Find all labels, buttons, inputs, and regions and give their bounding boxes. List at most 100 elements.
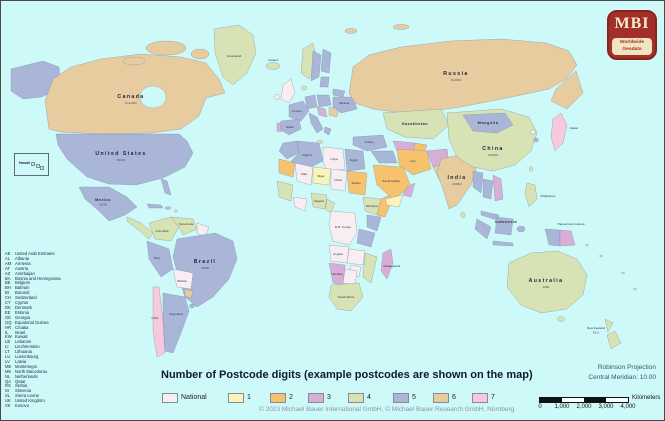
country-colombia	[148, 216, 180, 242]
legend-item-5: 5	[393, 389, 416, 403]
legend-label: 3	[327, 394, 331, 402]
scale-tick: 0	[538, 404, 542, 410]
country-label-sudan: Sudan	[352, 181, 361, 185]
postcode-example: 20001	[117, 158, 126, 162]
copyright-text: © 2023 Michael Bauer International GmbH,…	[259, 406, 515, 413]
country-label-philippines: Philippines	[541, 194, 556, 198]
country-label-mali: Mali	[301, 172, 307, 176]
country-kazakhstan	[382, 108, 450, 140]
legend-item-7: 7	[472, 389, 495, 403]
country-label-venezuela: Venezuela	[179, 222, 194, 226]
index-row: CY Cyprus	[5, 300, 29, 306]
legend-item-3: 3	[308, 389, 331, 403]
country-label-namibia: Namibia	[331, 272, 343, 276]
index-row: LB Lebanon	[5, 339, 32, 345]
country-label-new-zealand: New Zealand	[587, 326, 606, 330]
region-central-america	[126, 216, 154, 240]
mbi-logo-subtitle-2: Geodata	[622, 46, 642, 52]
index-row: HR Croatia	[5, 324, 29, 330]
postcode-example: 6011	[593, 331, 600, 335]
country-label-australia: Australia	[529, 278, 564, 284]
legend-item-national: National	[162, 389, 207, 403]
legend-swatch	[228, 392, 244, 403]
index-row: XK Kosovo	[5, 403, 29, 409]
legend-label: 5	[412, 394, 416, 402]
country-label-spain: Spain	[286, 125, 294, 129]
country-label-united-states: United States	[95, 151, 146, 157]
country-label-chad: Chad	[334, 178, 342, 182]
country-label-ethiopia: Ethiopia	[366, 204, 377, 208]
country-germany	[304, 94, 318, 110]
index-row: BH Bahrain	[5, 285, 30, 291]
legend-item-2: 2	[270, 389, 293, 403]
country-iceland	[265, 62, 281, 70]
legend-swatch	[393, 392, 409, 403]
country-mozambique	[362, 252, 378, 284]
country-label-papua-new-guinea: Papua New Guinea	[558, 222, 585, 226]
country-mexico	[78, 186, 138, 222]
country-label-japan: Japan	[570, 126, 579, 130]
postcode-example: 101000	[451, 78, 461, 82]
country-label-iran: Iran	[410, 159, 416, 163]
hawaii-inset: Hawaii	[14, 153, 49, 176]
index-row: CH Switzerland	[5, 295, 37, 301]
legend-label: 4	[367, 394, 371, 402]
legend-label: 7	[491, 394, 495, 402]
country-canada	[44, 53, 226, 135]
country-new-zealand	[604, 318, 614, 333]
legend-swatch	[348, 392, 364, 403]
country-papua-new-guinea	[559, 229, 576, 247]
legend-label: 2	[289, 394, 293, 402]
country-mongolia	[462, 112, 514, 134]
index-row: LT Lithuania	[5, 349, 32, 355]
index-row: RS Serbia	[5, 383, 28, 389]
mbi-logo-band: Worldwide Geodata	[612, 38, 652, 55]
postcode-example: 2000	[543, 285, 550, 289]
country-tanzania	[356, 228, 376, 248]
country-label-brazil: Brazil	[194, 259, 217, 265]
legend-swatch	[308, 392, 324, 403]
legend-label: 1	[247, 394, 251, 402]
country-label-colombia: Colombia	[155, 229, 168, 233]
legend-swatch	[270, 392, 286, 403]
postcode-example: K1A 0B1	[125, 101, 137, 105]
country-label-indonesia: Indonesia	[495, 220, 518, 224]
index-row: GE Georgia	[5, 314, 30, 320]
country-kenya	[366, 214, 382, 232]
legend-item-1: 1	[228, 389, 251, 403]
mbi-logo-subtitle-1: Worldwide	[619, 40, 645, 45]
country-poland	[316, 94, 332, 108]
index-row: BA Bosnia and Herzegovina	[5, 275, 61, 281]
country-venezuela	[170, 216, 198, 236]
country-myanmar	[472, 170, 484, 194]
country-mali	[294, 162, 314, 186]
index-row: DK Denmark	[5, 304, 32, 310]
country-label-angola: Angola	[333, 252, 343, 256]
projection-info: Robinson Projection Central Meridian: 10…	[588, 363, 656, 384]
legend-swatch	[472, 392, 488, 403]
country-label-iceland: Iceland	[268, 58, 278, 62]
country-iran	[396, 148, 432, 176]
country-zambia	[346, 248, 366, 266]
index-row: LU Luxembourg	[5, 354, 39, 360]
central-meridian: Central Meridian: 10.00	[588, 374, 656, 382]
country-label-south-africa: South Africa	[338, 295, 355, 299]
country-chad	[330, 168, 348, 192]
country-philippines	[524, 182, 538, 208]
postcode-example: 100000	[488, 153, 498, 157]
country-sweden	[310, 50, 322, 82]
index-row: BE Belgium	[5, 280, 31, 286]
country-label-chile: Chile	[151, 316, 158, 320]
scale-tick: 3,000	[598, 404, 614, 410]
country-label-bolivia: Bolivia	[177, 279, 186, 283]
country-united-kingdom	[280, 78, 296, 104]
index-row: MK North Macedonia	[5, 368, 47, 374]
country-label-peru: Peru	[154, 256, 161, 260]
country-ukraine	[332, 96, 358, 114]
projection-name: Robinson Projection	[597, 364, 656, 371]
index-row: AM Armenia	[5, 260, 31, 266]
country-label-turkey: Turkey	[364, 140, 374, 144]
country-chile	[152, 286, 166, 358]
postcode-example: 01000	[99, 203, 108, 207]
index-row: AE United Arab Emirates	[5, 251, 55, 256]
